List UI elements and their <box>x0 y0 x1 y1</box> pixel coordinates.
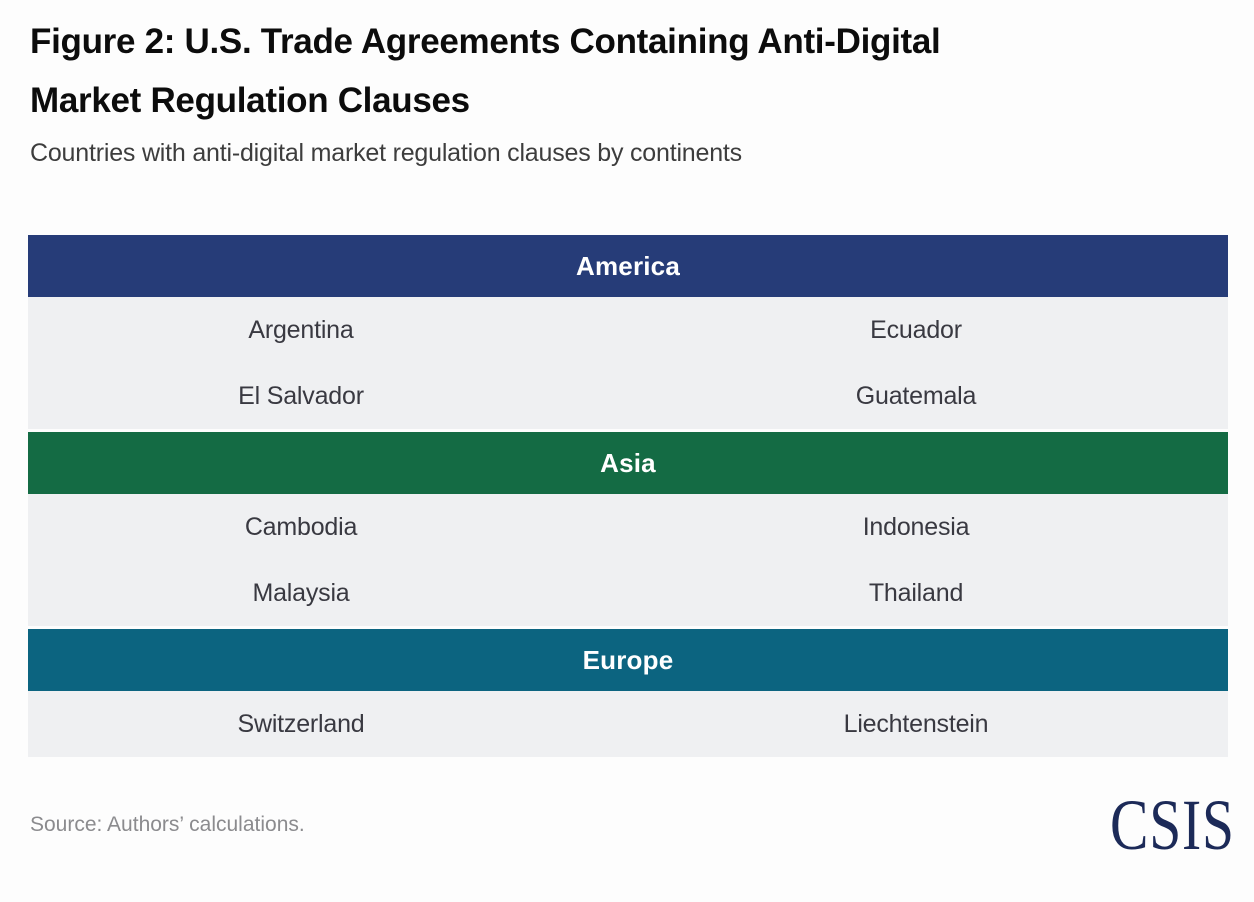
section-rows-europe: Switzerland Liechtenstein <box>28 691 1228 757</box>
section-header-label: America <box>575 250 681 281</box>
country-label: Guatemala <box>855 381 977 410</box>
continent-table: America Argentina Ecuador El Salvador <box>28 235 1228 760</box>
csis-logo: CSIS <box>1110 785 1235 865</box>
source-note: Source: Authors’ calculations. <box>30 813 305 836</box>
section-europe: Europe Switzerland Liechtenstein <box>28 629 1228 757</box>
section-header-europe: Europe <box>28 629 1228 691</box>
country-label: Malaysia <box>252 578 350 607</box>
country-cell: Cambodia <box>28 494 628 560</box>
figure-title-line2: Market Regulation Clauses <box>30 81 470 120</box>
figure-title: Figure 2: U.S. Trade Agreements Containi… <box>30 12 941 130</box>
table-row: El Salvador Guatemala <box>28 363 1228 429</box>
country-cell: El Salvador <box>28 363 628 429</box>
section-header-america: America <box>28 235 1228 297</box>
table-row: Cambodia Indonesia <box>28 494 1228 560</box>
section-asia: Asia Cambodia Indonesia Malaysia T <box>28 432 1228 626</box>
country-label: Argentina <box>248 315 354 344</box>
section-rows-america: Argentina Ecuador El Salvador Guatemala <box>28 297 1228 429</box>
country-cell: Argentina <box>28 297 628 363</box>
section-header-label: Europe <box>582 644 674 675</box>
country-cell: Ecuador <box>628 297 1228 363</box>
country-label: Cambodia <box>244 512 358 541</box>
figure-subtitle: Countries with anti-digital market regul… <box>30 139 742 167</box>
country-cell: Liechtenstein <box>628 691 1228 757</box>
country-label: Ecuador <box>870 315 962 344</box>
country-label: El Salvador <box>238 381 364 410</box>
table-row: Malaysia Thailand <box>28 560 1228 626</box>
section-america: America Argentina Ecuador El Salvador <box>28 235 1228 429</box>
table-row: Switzerland Liechtenstein <box>28 691 1228 757</box>
country-cell: Malaysia <box>28 560 628 626</box>
figure-title-line1: Figure 2: U.S. Trade Agreements Containi… <box>30 22 941 61</box>
section-header-asia: Asia <box>28 432 1228 494</box>
country-label: Liechtenstein <box>843 709 989 738</box>
country-cell: Guatemala <box>628 363 1228 429</box>
section-rows-asia: Cambodia Indonesia Malaysia Thailand <box>28 494 1228 626</box>
country-label: Thailand <box>868 578 964 607</box>
country-cell: Indonesia <box>628 494 1228 560</box>
country-cell: Switzerland <box>28 691 628 757</box>
section-header-label: Asia <box>600 447 656 478</box>
country-label: Indonesia <box>862 512 970 541</box>
country-cell: Thailand <box>628 560 1228 626</box>
table-row: Argentina Ecuador <box>28 297 1228 363</box>
country-label: Switzerland <box>237 709 365 738</box>
